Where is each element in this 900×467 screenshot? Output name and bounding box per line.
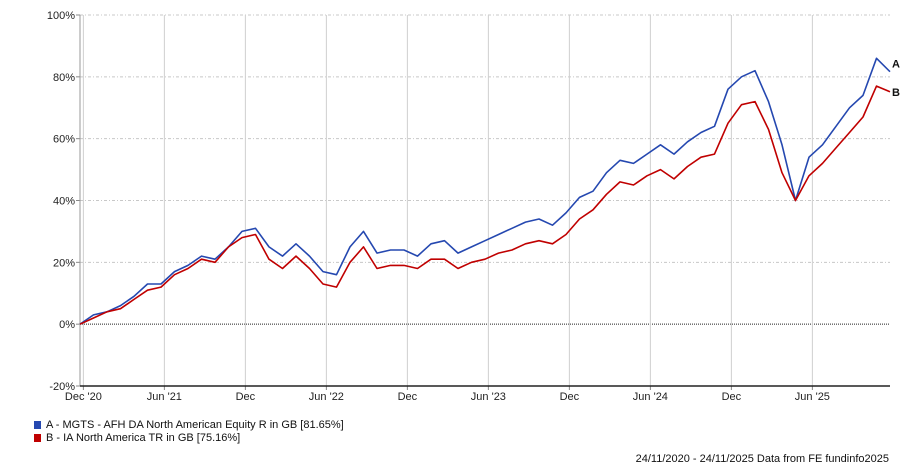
legend-label-a: A - MGTS - AFH DA North American Equity … [46,418,344,431]
data-source-footer: 24/11/2020 - 24/11/2025 Data from FE fun… [635,453,889,465]
series-line-a [79,57,891,325]
y-tick-label: -20% [49,381,75,393]
legend-item-b: B - IA North America TR in GB [75.16%] [34,431,344,444]
x-tick-label: Dec [398,391,418,403]
grid [80,14,890,386]
legend: A - MGTS - AFH DA North American Equity … [34,418,344,444]
x-tick-label: Dec '20 [65,391,102,403]
x-tick-label: Dec [722,391,742,403]
y-tick-label: 0% [59,319,75,331]
tick-labels: -20% 0% 20% 40% 60% 80% 100% Dec '20 Jun '21 Dec J… [47,10,900,403]
legend-swatch-a [34,420,41,429]
x-tick-label: Jun '23 [471,391,506,403]
y-tick-label: 60% [53,134,75,146]
y-tick-label: 80% [53,72,75,84]
y-tick-label: 100% [47,10,75,22]
legend-swatch-b [34,433,41,442]
x-tick-label: Jun '24 [633,391,668,403]
legend-item-a: A - MGTS - AFH DA North American Equity … [34,418,344,431]
y-tick-label: 20% [53,257,75,269]
legend-label-b: B - IA North America TR in GB [75.16%] [46,431,241,444]
x-tick-label: Dec [560,391,580,403]
series-end-label-a: A [892,59,900,71]
x-tick-label: Jun '22 [309,391,344,403]
y-tick-label: 40% [53,196,75,208]
series-end-label-b: B [892,87,900,99]
series-lines [79,57,891,325]
x-tick-label: Jun '25 [795,391,830,403]
axes [76,14,890,390]
series-line-b [79,85,891,325]
x-tick-label: Dec [236,391,256,403]
x-tick-label: Jun '21 [147,391,182,403]
